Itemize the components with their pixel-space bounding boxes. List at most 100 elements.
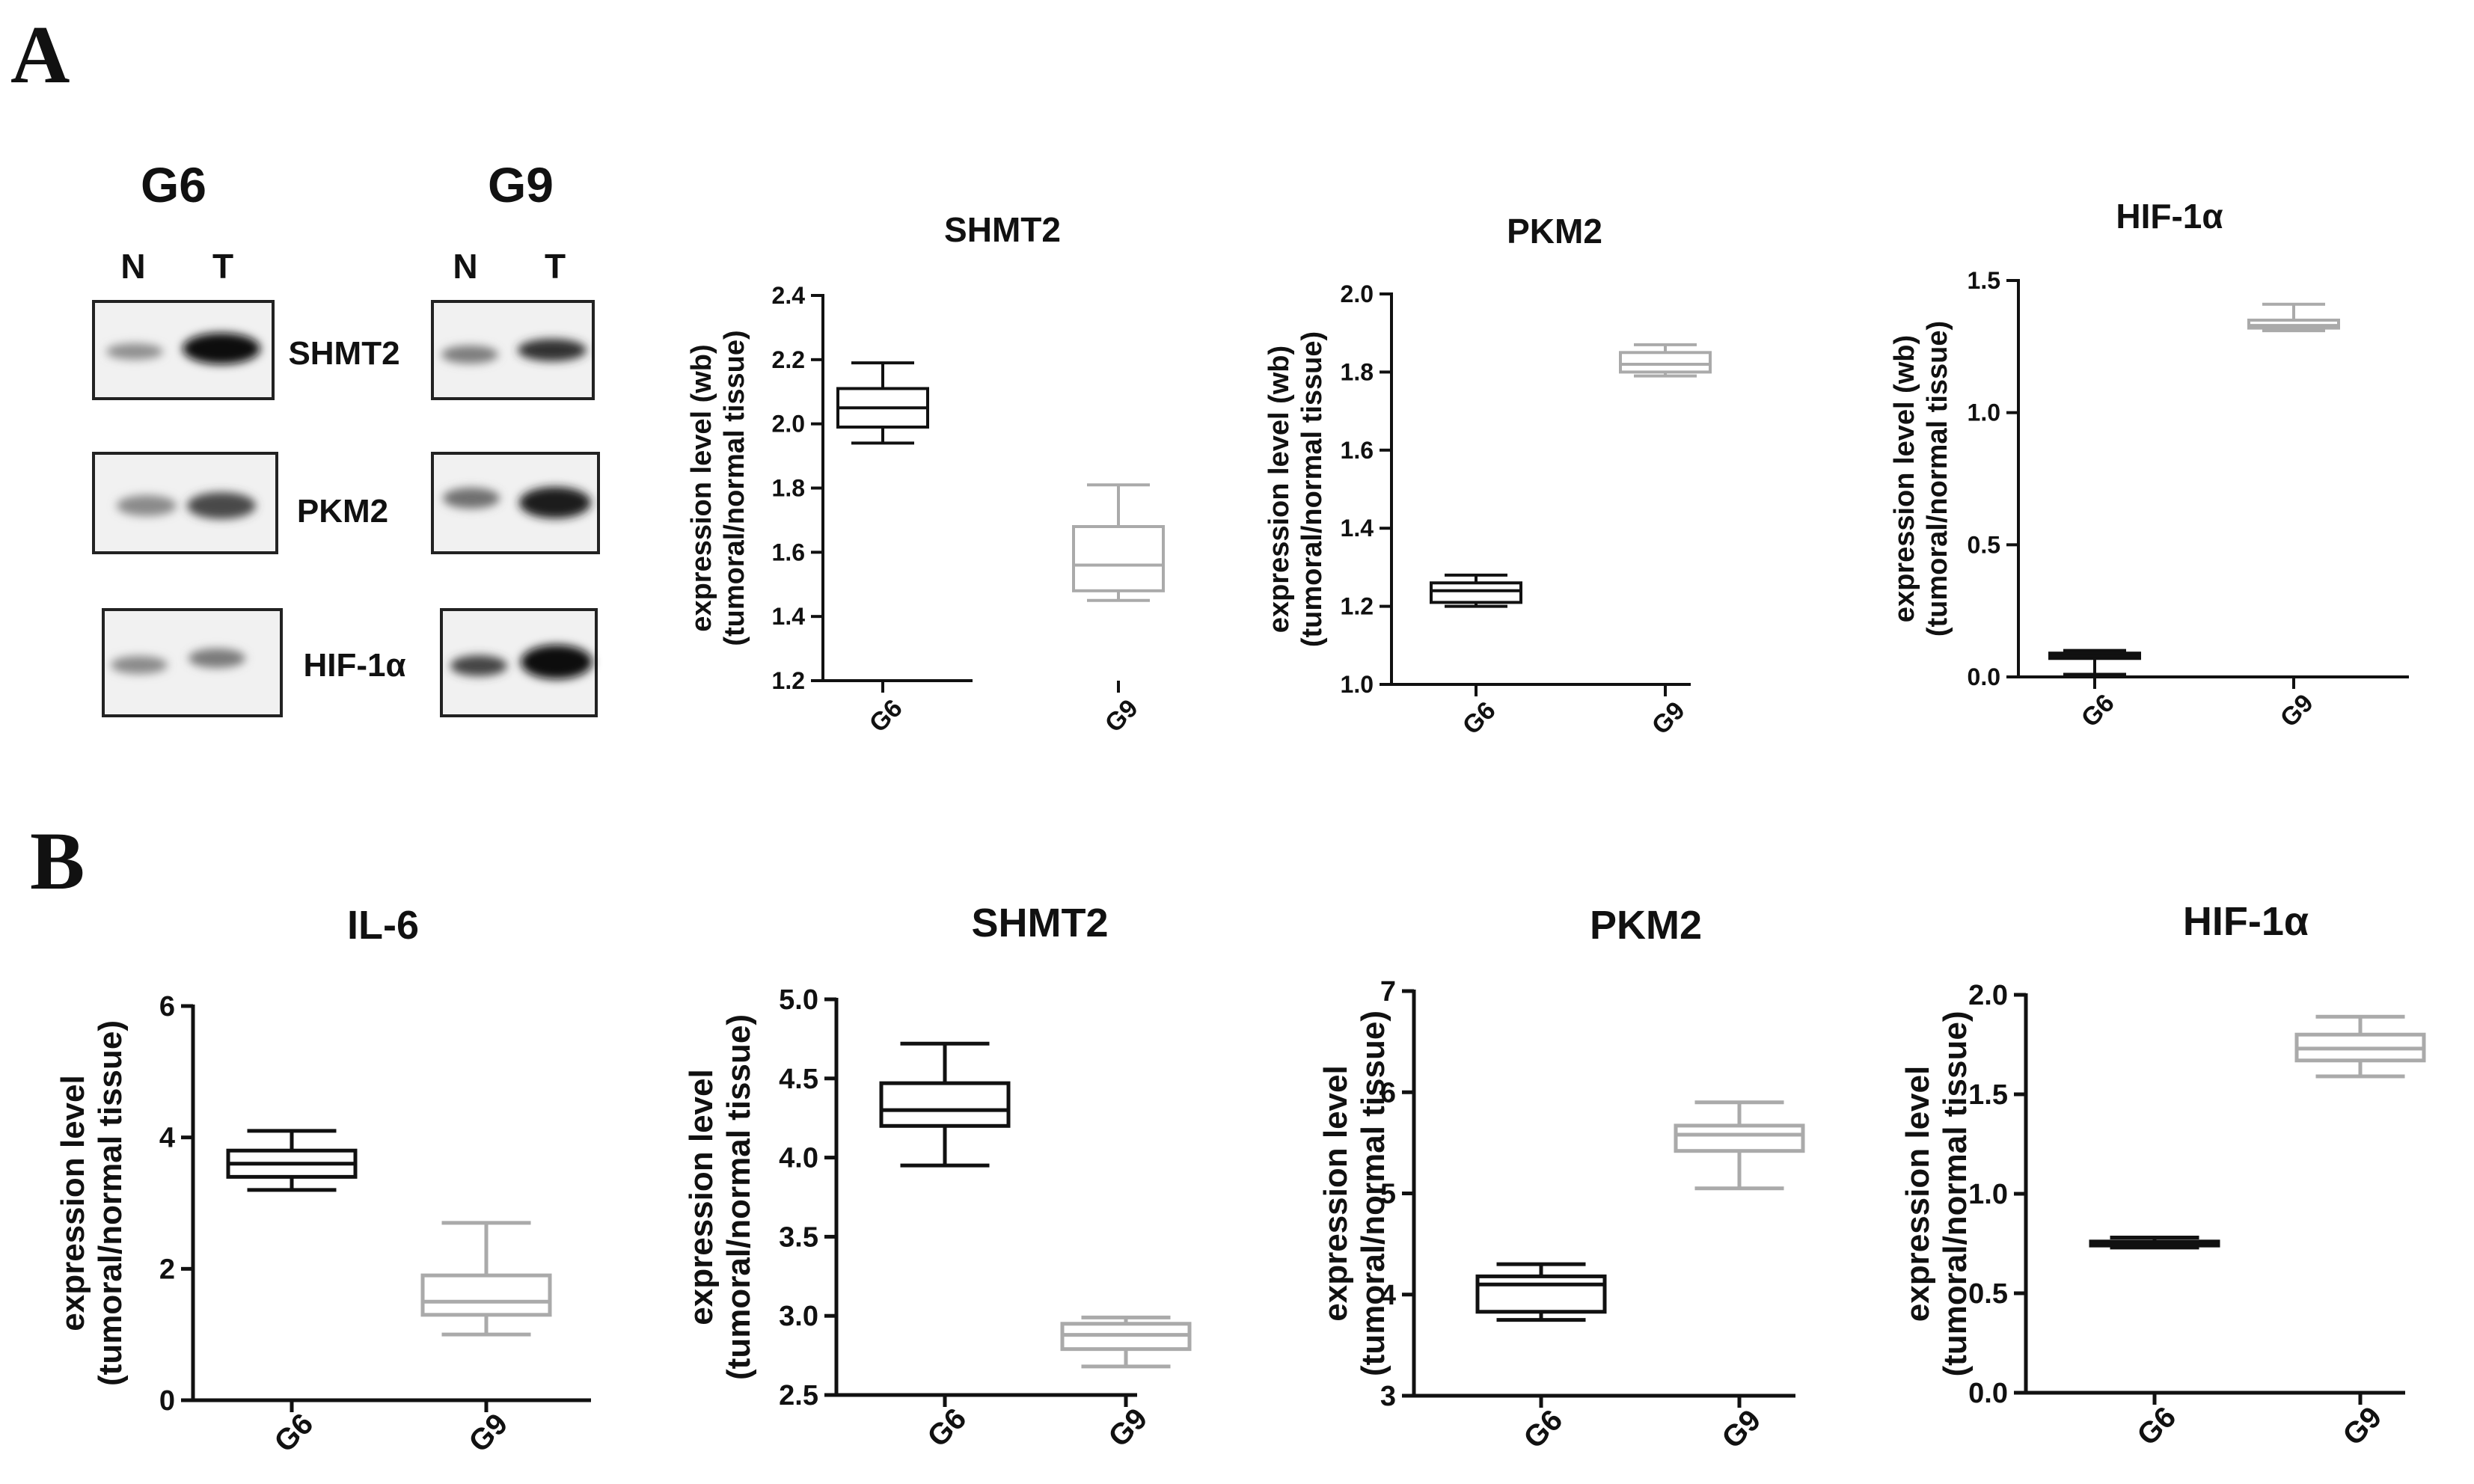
box-g6	[226, 1129, 358, 1192]
y-axis-label-line: expression level	[1317, 1065, 1354, 1321]
x-category-label: G6	[1457, 696, 1501, 741]
chart-b-il6: IL-6 0 2 4 6 expression level(tumoral/normal …	[55, 903, 591, 1459]
x-category-label: G6	[2076, 689, 2120, 733]
box-g6	[879, 1041, 1011, 1168]
box-iqr	[420, 1273, 552, 1317]
y-tick-label: 4	[1380, 1280, 1396, 1311]
box-g9	[2247, 302, 2340, 333]
wb-lane-label-g6-t: T	[212, 247, 233, 286]
box-g6	[836, 361, 929, 445]
wb-band	[521, 645, 593, 679]
y-tick-label: 1.6	[772, 539, 805, 565]
x-category-label: G6	[268, 1407, 319, 1459]
chart-title: PKM2	[1590, 903, 1702, 948]
y-axis-label: expression level(tumoral/normal tissue)	[55, 1020, 129, 1386]
wb-band	[450, 655, 507, 676]
y-tick-label: 2.5	[779, 1380, 818, 1411]
y-tick-label: 1.2	[772, 667, 805, 694]
y-axis-label-line: expression level	[55, 1075, 91, 1331]
chart-a-hif1: HIF-1α 0.0 0.5 1.0 1.5 expression level (wb)(…	[1889, 197, 2409, 733]
y-axis-label-line: expression level	[1899, 1066, 1936, 1322]
chart-title: IL-6	[347, 903, 419, 948]
chart-title: SHMT2	[944, 210, 1061, 249]
y-tick-label: 1.6	[1341, 437, 1374, 464]
y-tick-label: 1.4	[772, 603, 806, 630]
x-category-label: G9	[462, 1407, 514, 1459]
y-tick-label: 1.8	[772, 475, 805, 502]
y-tick-label: 2.0	[772, 411, 805, 438]
wb-band	[518, 339, 587, 361]
box-g6	[2089, 1236, 2220, 1250]
wb-band	[519, 487, 591, 518]
chart-title: SHMT2	[971, 901, 1108, 945]
y-tick-label: 1.0	[1968, 1179, 2008, 1210]
chart-title: HIF-1α	[2183, 899, 2309, 944]
box-g9	[2294, 1014, 2426, 1079]
panel-letter-b: B	[30, 815, 85, 907]
y-tick-label: 1.0	[1968, 399, 2000, 426]
y-axis-label: expression level(tumoral/normal tissue)	[1317, 1011, 1391, 1376]
y-tick-label: 1.0	[1341, 671, 1374, 698]
wb-group-label-g6: G6	[141, 157, 206, 212]
y-tick-label: 0.5	[1968, 1278, 2008, 1310]
box-iqr	[1674, 1123, 1805, 1153]
y-axis-label-line: (tumoral/normal tissue)	[1296, 331, 1328, 647]
x-category-label: G6	[2131, 1400, 2182, 1452]
x-category-label: G9	[2275, 689, 2319, 733]
box-g6	[1475, 1262, 1607, 1322]
x-category-label: G6	[921, 1402, 973, 1453]
wb-band	[189, 649, 245, 668]
y-tick-label: 4.0	[779, 1143, 818, 1174]
y-tick-label: 0.0	[1968, 1378, 2008, 1409]
y-axis-label-line: (tumoral/normal tissue)	[1922, 321, 1953, 637]
y-axis-label: expression level(tumoral/normal tissue)	[683, 1014, 757, 1380]
y-tick-label: 4.5	[779, 1064, 818, 1095]
y-tick-label: 0	[159, 1385, 175, 1417]
wb-protein-label-pkm2: PKM2	[297, 493, 388, 530]
box-g9	[1072, 483, 1165, 602]
box-iqr	[1430, 581, 1522, 604]
y-tick-label: 1.8	[1341, 358, 1374, 385]
x-category-label: G6	[864, 694, 908, 738]
y-tick-label: 2.0	[1968, 980, 2008, 1011]
y-tick-label: 0.0	[1968, 663, 2000, 690]
x-category-label: G9	[1647, 696, 1691, 741]
y-tick-label: 1.5	[1968, 267, 2000, 294]
y-tick-label: 6	[1380, 1077, 1396, 1109]
wb-band	[443, 488, 500, 509]
y-tick-label: 7	[1380, 976, 1396, 1008]
y-axis-label: expression level (wb)(tumoral/normal tis…	[1889, 321, 1953, 637]
y-axis-label-line: (tumoral/normal tissue)	[719, 330, 750, 646]
x-category-label: G9	[1715, 1403, 1767, 1455]
box-g6	[1430, 573, 1522, 608]
box-g9	[420, 1221, 552, 1337]
y-axis-label-line: (tumoral/normal tissue)	[720, 1014, 757, 1380]
box-iqr	[1619, 351, 1712, 374]
wb-protein-label-hif1a: HIF-1α	[303, 647, 405, 684]
wb-lane-label-g9-n: N	[453, 247, 477, 286]
y-tick-label: 2	[159, 1254, 175, 1285]
y-axis-label-line: (tumoral/normal tissue)	[1937, 1011, 1974, 1377]
wb-band	[117, 495, 177, 516]
wb-lane-label-g9-t: T	[545, 247, 566, 286]
y-axis-label-line: expression level (wb)	[1264, 346, 1295, 633]
y-tick-label: 1.2	[1341, 593, 1374, 620]
western-blot: G6 G9 N T N T SHMT2 PKM2 HIF-1α	[92, 157, 600, 717]
chart-a-pkm2: PKM2 1.0 1.2 1.4 1.6 1.8 2.0 expression level (…	[1264, 212, 1712, 741]
wb-protein-label-shmt2: SHMT2	[288, 335, 399, 372]
y-tick-label: 3.0	[779, 1301, 818, 1332]
x-category-label: G6	[1517, 1403, 1569, 1455]
y-tick-label: 5.0	[779, 984, 818, 1016]
box-g6	[2048, 649, 2141, 676]
y-axis-label: expression level(tumoral/normal tissue)	[1899, 1011, 1974, 1377]
y-tick-label: 2.4	[772, 282, 806, 309]
y-tick-label: 6	[159, 991, 175, 1022]
wb-band	[111, 656, 168, 674]
y-axis-label-line: expression level (wb)	[1889, 335, 1920, 622]
y-axis-label: expression level (wb)(tumoral/normal tis…	[686, 330, 750, 646]
box-iqr	[1072, 525, 1165, 592]
box-iqr	[879, 1081, 1011, 1128]
x-category-label: G9	[1100, 694, 1144, 738]
y-axis-label-line: (tumoral/normal tissue)	[92, 1020, 129, 1386]
chart-a-shmt2: SHMT2 1.2 1.4 1.6 1.8 2.0 2.2 2.4 expression lev…	[686, 210, 1165, 738]
